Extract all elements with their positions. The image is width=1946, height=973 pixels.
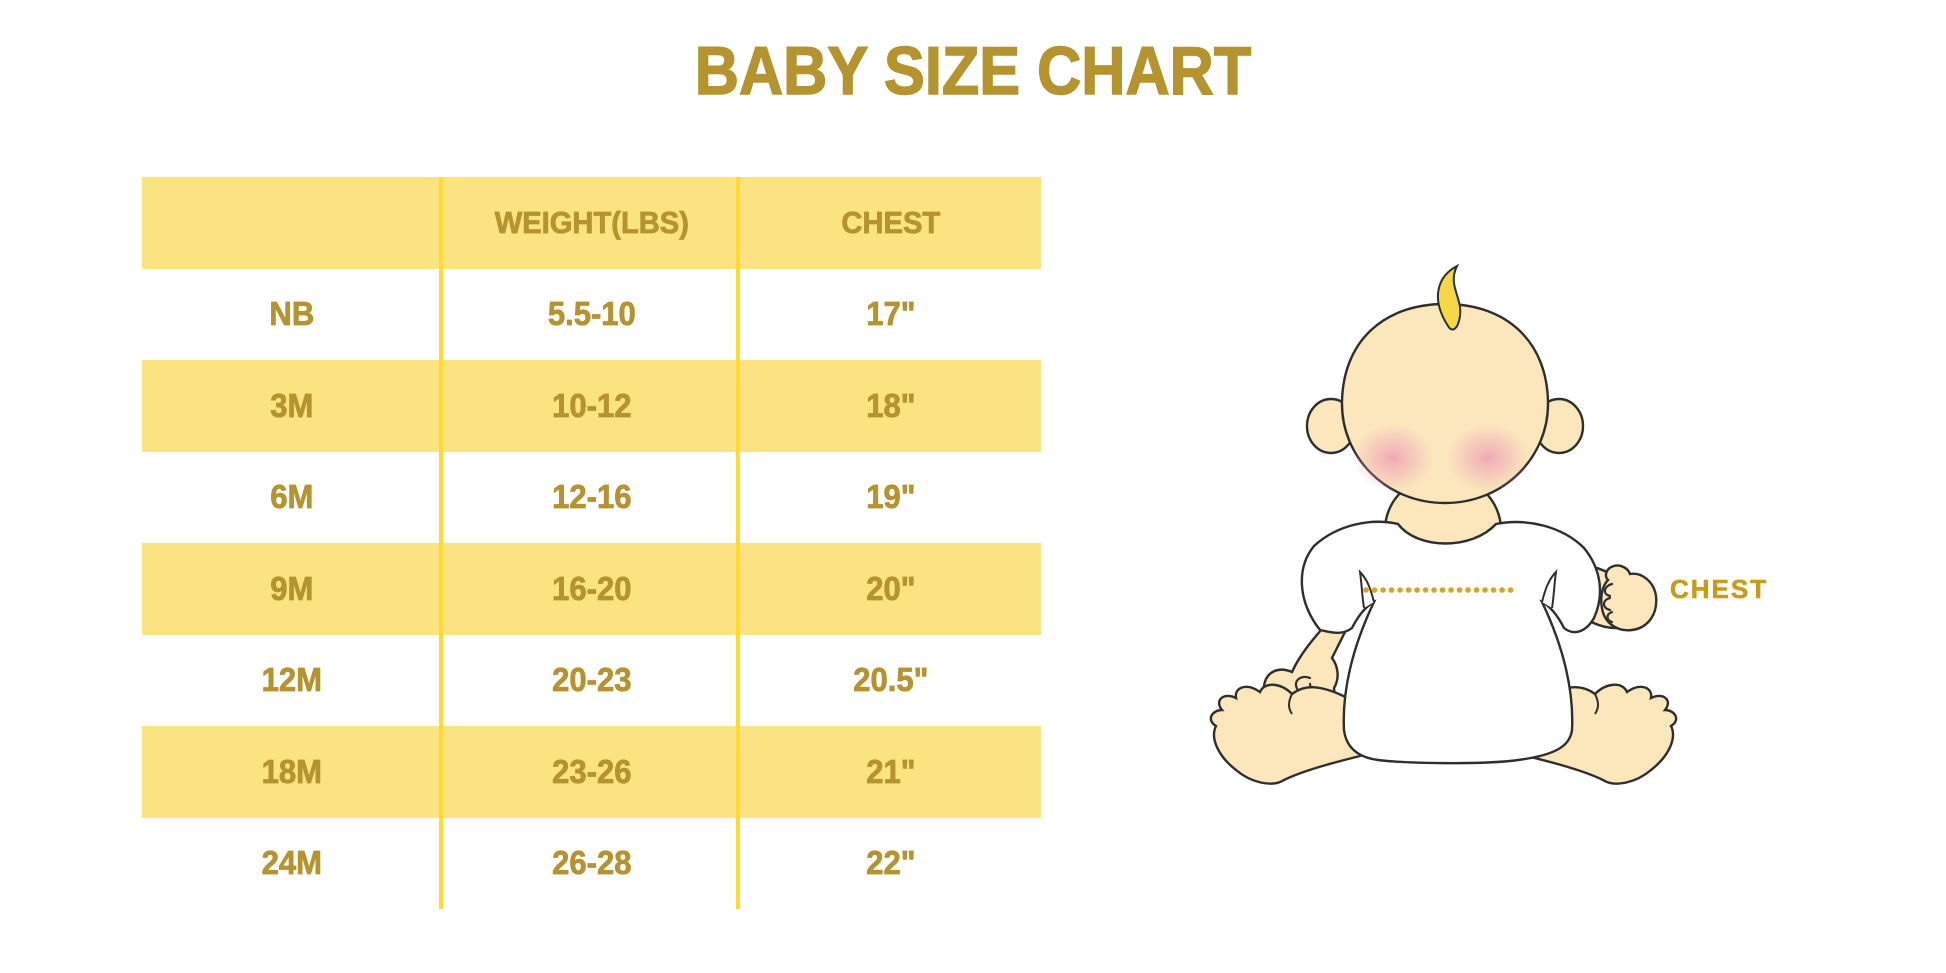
baby-illustration	[1180, 230, 1800, 830]
cell-size: 18M	[261, 752, 322, 790]
baby-right-blush	[1448, 424, 1528, 492]
header-chest: CHEST	[841, 204, 941, 240]
cell-weight: 20-23	[551, 661, 632, 699]
cell-weight: 10-12	[551, 386, 632, 424]
size-table: WEIGHT(LBS) CHEST NB 5.5-10 17" 3M 10-12…	[142, 177, 1041, 909]
cell-weight: 5.5-10	[547, 295, 636, 333]
baby-bodysuit	[1300, 520, 1602, 765]
cell-size: 9M	[270, 569, 314, 607]
cell-chest: 22"	[866, 844, 916, 882]
cell-weight: 16-20	[551, 569, 632, 607]
column-divider	[736, 177, 740, 909]
cell-size: 12M	[261, 661, 322, 699]
cell-chest: 18"	[866, 386, 916, 424]
baby-fist-knuckles	[1602, 582, 1614, 624]
page-title: BABY SIZE CHART	[694, 33, 1252, 109]
baby-hair-curl-icon	[1437, 263, 1462, 331]
cell-weight: 12-16	[551, 478, 632, 516]
column-divider	[439, 177, 443, 909]
baby-sitting-icon	[1209, 263, 1678, 785]
table-row: NB 5.5-10 17"	[142, 268, 1041, 360]
cell-size: NB	[269, 295, 315, 333]
cell-chest: 17"	[866, 295, 916, 333]
baby-ankle-creases	[1288, 693, 1599, 715]
cell-chest: 19"	[866, 478, 916, 516]
header-size	[151, 177, 433, 269]
header-weight: WEIGHT(LBS)	[494, 204, 689, 240]
table-header-row: WEIGHT(LBS) CHEST	[142, 177, 1041, 269]
table-row: 3M 10-12 18"	[142, 360, 1041, 452]
cell-chest: 21"	[866, 752, 916, 790]
cell-weight: 23-26	[551, 752, 632, 790]
cell-size: 6M	[270, 478, 314, 516]
baby-fist	[1600, 564, 1658, 632]
table-row: 6M 12-16 19"	[142, 451, 1041, 543]
cell-size: 24M	[261, 844, 322, 882]
chest-label: CHEST	[1670, 574, 1769, 605]
table-row: 9M 16-20 20"	[142, 543, 1041, 635]
table-row: 12M 20-23 20.5"	[142, 634, 1041, 726]
table-row: 18M 23-26 21"	[142, 726, 1041, 818]
table-row: 24M 26-28 22"	[142, 817, 1041, 909]
cell-chest: 20"	[866, 569, 916, 607]
cell-weight: 26-28	[551, 844, 632, 882]
cell-size: 3M	[270, 386, 314, 424]
bodysuit-armpit-notches	[1358, 569, 1558, 609]
cell-chest: 20.5"	[853, 661, 929, 699]
baby-left-blush	[1353, 424, 1433, 492]
